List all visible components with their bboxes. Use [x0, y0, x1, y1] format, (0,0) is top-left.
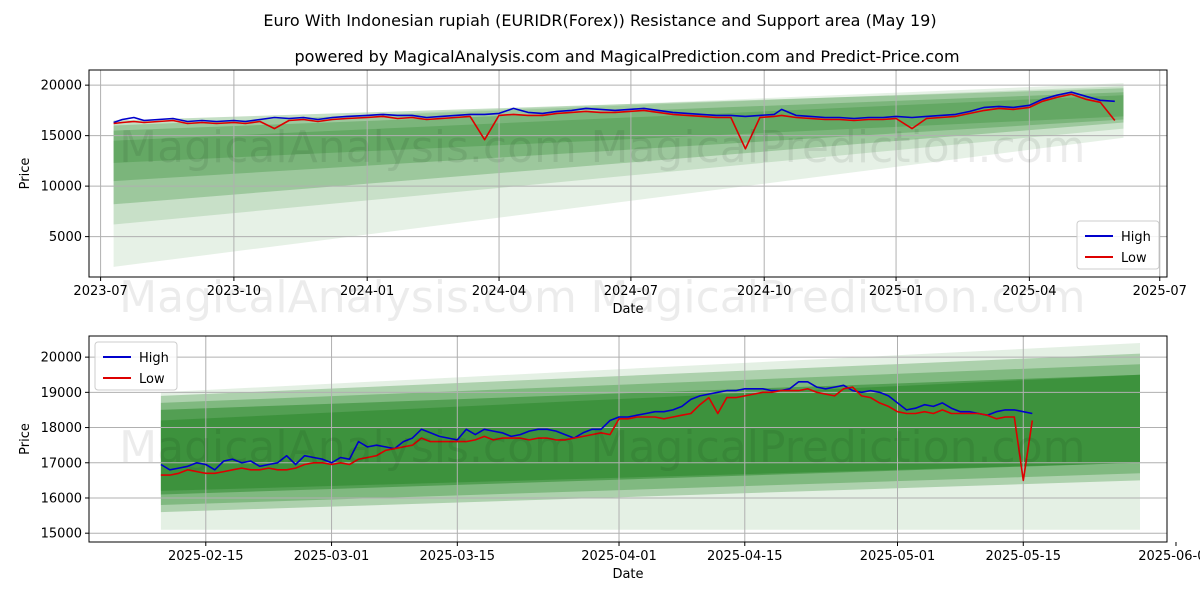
legend: High Low [1076, 220, 1160, 270]
x-tick-label: 2024-07 [604, 284, 658, 299]
watermark-analysis-mid: MagicalAnalysis.com [119, 272, 577, 323]
watermark-analysis-top: MagicalAnalysis.com [119, 122, 577, 173]
legend: High Low [94, 341, 178, 391]
y-tick-label: 18000 [41, 421, 82, 436]
y-tick-label: 17000 [41, 456, 82, 471]
y-tick-label: 20000 [41, 351, 82, 366]
band-4 [160, 374, 1140, 491]
x-axis-label: Date [612, 567, 643, 582]
legend-box [1076, 220, 1160, 270]
x-tick-label: 2025-02-15 [168, 549, 244, 564]
x-tick-label: 2023-07 [73, 284, 127, 299]
y-axis-label: Price [18, 423, 33, 455]
zoom-plot-area [89, 336, 1167, 542]
chart-title: Euro With Indonesian rupiah (EURIDR(Fore… [263, 11, 936, 30]
x-tick-label: 2024-04 [472, 284, 526, 299]
series-line-high [113, 91, 1115, 124]
x-tick-label: 2024-10 [737, 284, 791, 299]
overview-plot-area [89, 70, 1167, 277]
y-tick-label: 15000 [41, 527, 82, 542]
x-tick-label: 2025-07 [1133, 284, 1187, 299]
legend-label-high: High [1121, 230, 1151, 245]
x-tick-label: 2025-04-01 [581, 549, 657, 564]
watermark-analysis-bottom: MagicalAnalysis.com [119, 422, 577, 473]
watermark-prediction-mid: MagicalPrediction.com [591, 272, 1086, 323]
x-tick-label: 2025-03-15 [420, 549, 496, 564]
series-line-low [160, 386, 1034, 482]
y-tick-label: 10000 [41, 180, 82, 195]
x-tick-label: 2025-03-01 [294, 549, 370, 564]
x-tick-label: 2025-05-15 [985, 549, 1061, 564]
x-tick-label: 2025-01 [869, 284, 923, 299]
band-1 [113, 86, 1124, 225]
watermark-prediction-top: MagicalPrediction.com [591, 122, 1086, 173]
y-axis-label: Price [18, 158, 33, 190]
overview-panel: 2023-07 2023-10 2024-01 2024-04 2024-07 2024-… [18, 69, 1187, 317]
zoom-panel: 2025-02-15 2025-03-01 2025-03-15 2025-04-01… [18, 335, 1200, 582]
x-tick-label: 2025-04-15 [707, 549, 783, 564]
legend-label-high: High [139, 351, 169, 366]
watermark-prediction-bottom: MagicalPrediction.com [591, 422, 1086, 473]
y-tick-label: 16000 [41, 491, 82, 506]
band-4 [113, 95, 1124, 163]
x-tick-label: 2025-05-01 [860, 549, 936, 564]
axes-frame [88, 69, 1168, 278]
y-tick-label: 20000 [41, 79, 82, 94]
x-tick-label: 2025-04 [1002, 284, 1056, 299]
legend-box [94, 341, 178, 391]
legend-label-low: Low [139, 372, 165, 387]
axes-frame [88, 335, 1168, 543]
x-tick-label: 2025-06-01 [1138, 549, 1200, 564]
x-axis-label: Date [612, 302, 643, 317]
legend-label-low: Low [1121, 251, 1147, 266]
x-tick-label: 2023-10 [207, 284, 261, 299]
y-tick-label: 5000 [49, 230, 82, 245]
x-tick-label: 2024-01 [340, 284, 394, 299]
series-line-low [113, 93, 1116, 150]
y-tick-label: 15000 [41, 129, 82, 144]
y-tick-label: 19000 [41, 386, 82, 401]
band-0 [113, 83, 1124, 267]
chart-subtitle: powered by MagicalAnalysis.com and Magic… [294, 47, 959, 66]
band-3 [113, 92, 1124, 182]
series-line-high [160, 381, 1033, 471]
